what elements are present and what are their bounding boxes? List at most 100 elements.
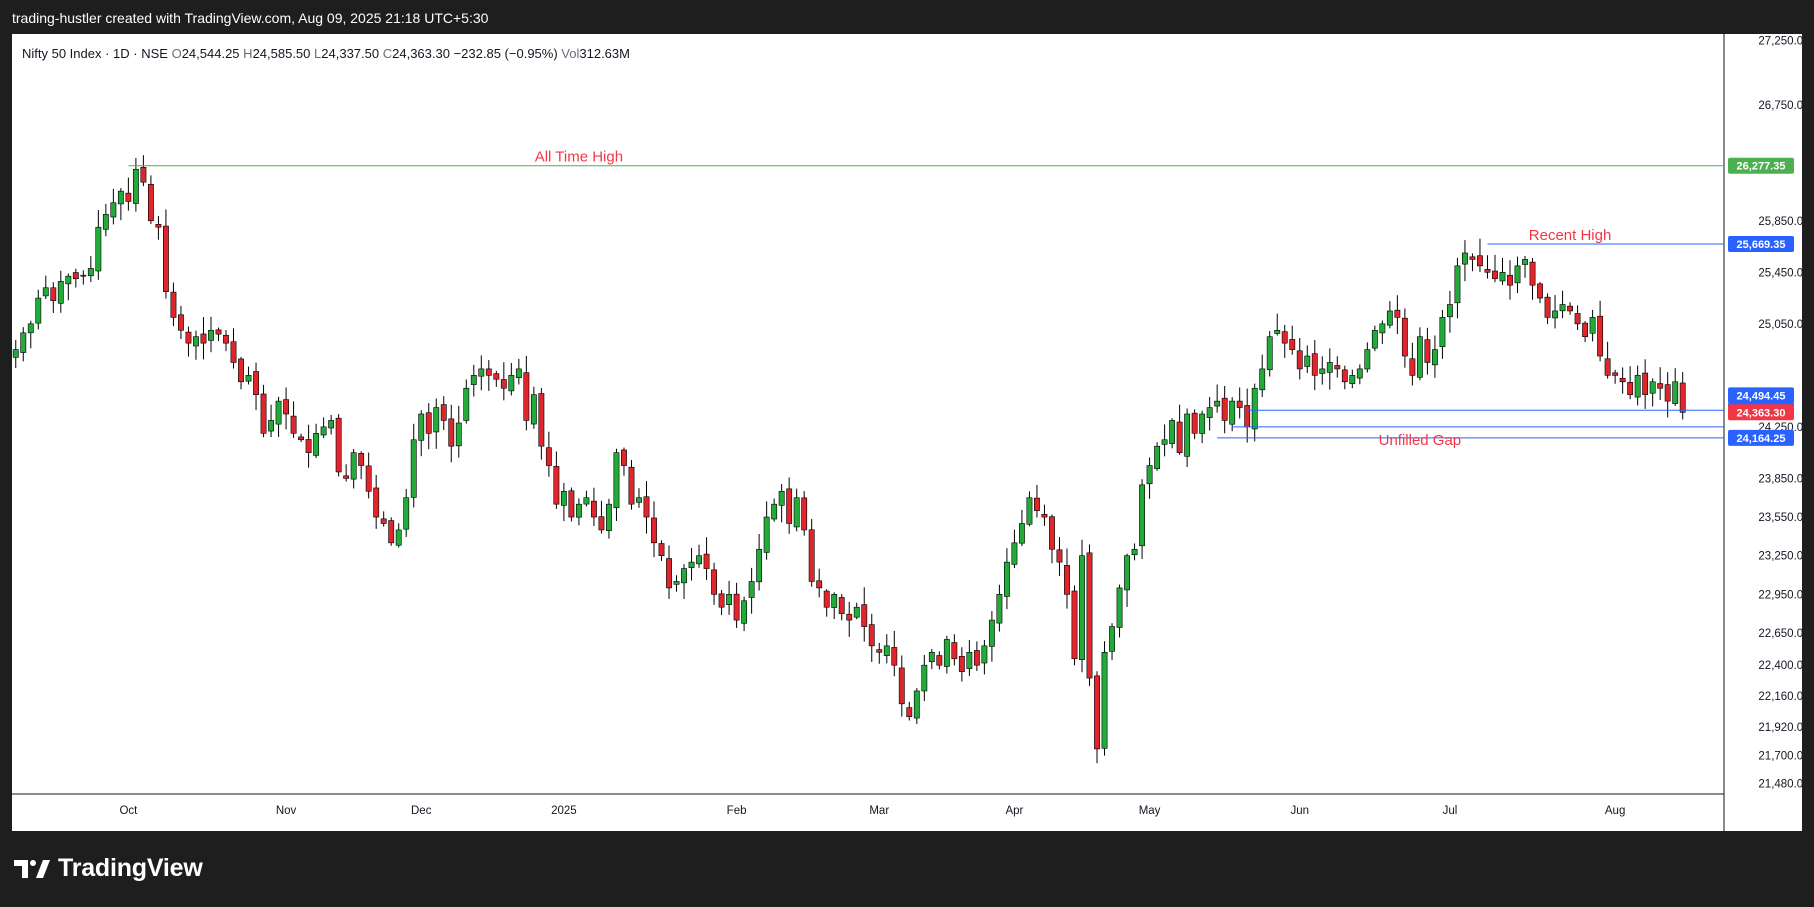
candle-up bbox=[763, 516, 770, 553]
candle-up bbox=[1499, 272, 1506, 282]
candle-up bbox=[20, 332, 27, 353]
candle-down bbox=[140, 166, 147, 183]
candle-up bbox=[1514, 265, 1521, 284]
y-tick-label: 26,750.00 bbox=[1758, 100, 1802, 112]
candle-up bbox=[193, 336, 199, 347]
candle-up bbox=[1416, 336, 1423, 378]
candle-up bbox=[1672, 381, 1679, 404]
candle-up bbox=[117, 190, 124, 205]
candle-down bbox=[538, 393, 545, 447]
candle-down bbox=[1469, 256, 1476, 260]
candle-up bbox=[921, 664, 928, 692]
candle-up bbox=[1184, 413, 1191, 457]
candle-up bbox=[1552, 310, 1558, 319]
candle-down bbox=[72, 272, 79, 280]
candle-down bbox=[786, 488, 793, 524]
candle-up bbox=[1026, 497, 1033, 525]
candle-down bbox=[1401, 317, 1408, 357]
candle-down bbox=[1477, 255, 1483, 267]
candle-down bbox=[1221, 397, 1228, 421]
close-label: C bbox=[382, 46, 393, 61]
candle-up bbox=[748, 581, 755, 598]
candle-down bbox=[170, 291, 177, 318]
candle-up bbox=[275, 400, 282, 425]
candle-down bbox=[891, 647, 898, 666]
recent-high-label: Recent High bbox=[1529, 227, 1612, 244]
candle-up bbox=[1206, 407, 1213, 418]
y-tick-label: 27,250.00 bbox=[1758, 35, 1802, 47]
candlestick-chart[interactable]: 27,250.00 26,750.00 25,850.00 25,450.00 25,0… bbox=[12, 34, 1802, 831]
candle-down bbox=[1191, 412, 1198, 434]
candle-up bbox=[1447, 304, 1453, 318]
candle-down bbox=[951, 642, 958, 660]
y-tick-label: 22,160.00 bbox=[1758, 691, 1802, 703]
symbol-name: Nifty 50 Index · 1D · NSE bbox=[22, 46, 168, 61]
candle-down bbox=[1679, 382, 1686, 413]
candle-up bbox=[636, 497, 642, 503]
top-bar: trading-hustler created with TradingView… bbox=[0, 0, 1814, 34]
y-tick-label: 21,480.00 bbox=[1758, 779, 1802, 791]
candle-down bbox=[185, 331, 192, 344]
candle-up bbox=[741, 600, 748, 624]
candle-up bbox=[778, 490, 785, 506]
candle-down bbox=[876, 649, 883, 653]
y-tick-label: 22,950.00 bbox=[1758, 589, 1802, 601]
candle-down bbox=[125, 192, 132, 202]
candle-down bbox=[816, 580, 823, 589]
y-tick-label: 25,050.00 bbox=[1758, 319, 1802, 331]
candle-down bbox=[936, 655, 943, 666]
candle-up bbox=[418, 413, 425, 441]
candle-up bbox=[455, 422, 462, 447]
candle-down bbox=[591, 500, 597, 518]
candle-down bbox=[500, 379, 507, 389]
candle-down bbox=[1041, 513, 1048, 518]
candle-down bbox=[846, 613, 853, 621]
candle-up bbox=[350, 452, 357, 480]
candle-up bbox=[433, 407, 440, 433]
x-tick-label: Jun bbox=[1290, 805, 1309, 817]
candle-up bbox=[12, 349, 19, 358]
tradingview-logo-icon bbox=[14, 859, 50, 878]
candle-up bbox=[1251, 387, 1258, 430]
candle-up bbox=[1634, 375, 1641, 398]
candle-down bbox=[568, 490, 575, 518]
candle-up bbox=[1146, 465, 1153, 485]
candle-up bbox=[793, 497, 800, 528]
candle-up bbox=[1274, 329, 1281, 334]
candle-down bbox=[298, 436, 305, 441]
last-price-tag-text: 24,363.30 bbox=[1737, 407, 1786, 419]
candle-down bbox=[1612, 372, 1619, 376]
brand-name: TradingView bbox=[58, 854, 203, 882]
chart-frame[interactable]: 27,250.00 26,750.00 25,850.00 25,450.00 25,0… bbox=[12, 34, 1802, 831]
gap-price-tag-text: 24,164.25 bbox=[1737, 433, 1786, 445]
candle-up bbox=[1154, 445, 1161, 469]
candle-up bbox=[530, 394, 537, 425]
candle-up bbox=[1386, 310, 1393, 326]
candle-down bbox=[380, 518, 387, 524]
candle-up bbox=[27, 323, 34, 334]
candle-up bbox=[966, 652, 973, 669]
candle-up bbox=[1462, 252, 1468, 265]
candle-down bbox=[838, 597, 845, 614]
candle-up bbox=[87, 268, 94, 277]
last-price-tag-bg bbox=[1728, 404, 1794, 421]
candle-down bbox=[163, 225, 169, 292]
tradingview-brand[interactable]: TradingView bbox=[14, 854, 203, 883]
candle-up bbox=[132, 168, 139, 204]
candle-down bbox=[80, 274, 87, 277]
candle-down bbox=[1409, 358, 1416, 376]
candle-up bbox=[1319, 368, 1326, 374]
candle-down bbox=[448, 418, 455, 447]
y-tick-label: 22,650.00 bbox=[1758, 628, 1802, 640]
candle-up bbox=[996, 594, 1003, 624]
candle-up bbox=[403, 497, 410, 530]
candle-up bbox=[1019, 523, 1025, 544]
candle-up bbox=[883, 645, 890, 656]
candle-down bbox=[898, 667, 905, 705]
candle-up bbox=[1371, 329, 1378, 349]
x-tick-label: Nov bbox=[276, 805, 297, 817]
y-tick-label: 22,400.00 bbox=[1758, 660, 1802, 672]
candle-up bbox=[110, 202, 117, 218]
candle-down bbox=[658, 543, 665, 556]
candle-up bbox=[1379, 323, 1386, 334]
